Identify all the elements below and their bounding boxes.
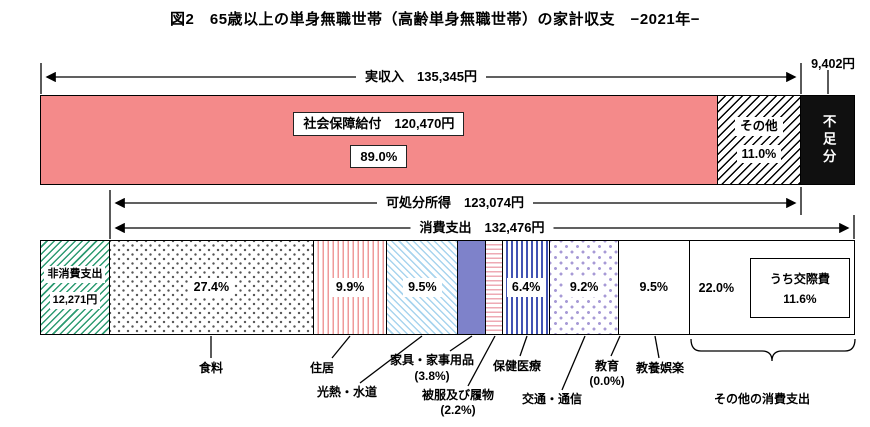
recreation-pct: 9.5% [634, 278, 674, 297]
category-label-recreation: 教養娯楽 [635, 361, 685, 375]
segment-food: 27.4% [109, 241, 314, 334]
segment-other-consumption: 22.0% うち交際費 11.6% [689, 241, 854, 334]
category-pct-education: (0.0%) [589, 374, 625, 388]
non-consumption-label: 非消費支出 [44, 266, 106, 283]
segment-social-security: 社会保障給付 120,470円 89.0% [41, 96, 718, 184]
segment-recreation: 9.5% [619, 241, 690, 334]
social-expenses-pct: 11.6% [783, 291, 817, 306]
expense-bar: 非消費支出 12,271円 27.4% 9.9% 9.5% 6.4% 9.2% … [40, 240, 855, 335]
category-label-food: 食料 [198, 361, 224, 375]
social-expenses-box: うち交際費 11.6% [749, 257, 850, 318]
category-label-medical: 保健医療 [492, 359, 542, 373]
non-consumption-value: 12,271円 [49, 292, 101, 309]
category-label-transport: 交通・通信 [521, 392, 583, 406]
other-income-pct: 11.0% [736, 144, 782, 164]
social-security-label: 社会保障給付 120,470円 [293, 111, 465, 136]
segment-utilities: 9.5% [387, 241, 459, 334]
medical-pct: 6.4% [506, 278, 546, 297]
social-security-pct: 89.0% [350, 144, 408, 169]
social-expenses-label: うち交際費 [769, 271, 830, 286]
segment-shortfall: 不足分 [801, 96, 854, 184]
shortfall-label: 不足分 [820, 113, 836, 167]
category-pct-clothing: (2.2%) [440, 403, 476, 417]
segment-housing: 9.9% [313, 241, 388, 334]
category-pct-furniture: (3.8%) [414, 369, 450, 383]
category-label-utilities: 光熱・水道 [316, 385, 378, 399]
category-label-housing: 住居 [309, 361, 335, 375]
figure-title: 図2 65歳以上の単身無職世帯（高齢単身無職世帯）の家計収支 −2021年− [170, 11, 700, 28]
food-pct: 27.4% [188, 278, 235, 297]
segment-medical: 6.4% [502, 241, 551, 334]
shortfall-amount-label: 9,402円 [811, 57, 855, 71]
category-label-clothing: 被服及び履物 [421, 388, 495, 402]
category-label-furniture: 家具・家事用品 [389, 353, 475, 367]
segment-non-consumption: 非消費支出 12,271円 [41, 241, 110, 334]
disposable-arrow-label: 可処分所得 123,074円 [377, 194, 533, 211]
other-consumption-brace [690, 338, 856, 362]
category-label-other-consumption: その他の消費支出 [713, 392, 811, 406]
category-label-education: 教育 [594, 359, 620, 373]
consumption-arrow-label: 消費支出 132,476円 [410, 219, 554, 236]
utilities-pct: 9.5% [403, 278, 442, 297]
housing-pct: 9.9% [330, 278, 370, 297]
segment-transport: 9.2% [550, 241, 619, 334]
income-bar: 社会保障給付 120,470円 89.0% その他 11.0% 不足分 [40, 95, 855, 185]
other-consumption-pct: 22.0% [698, 280, 735, 295]
income-arrow-label: 実収入 135,345円 [356, 68, 486, 85]
segment-clothing [486, 241, 503, 334]
transport-pct: 9.2% [564, 278, 604, 297]
segment-other-income: その他 11.0% [717, 96, 802, 184]
other-income-label: その他 [735, 116, 783, 136]
segment-furniture [458, 241, 487, 334]
